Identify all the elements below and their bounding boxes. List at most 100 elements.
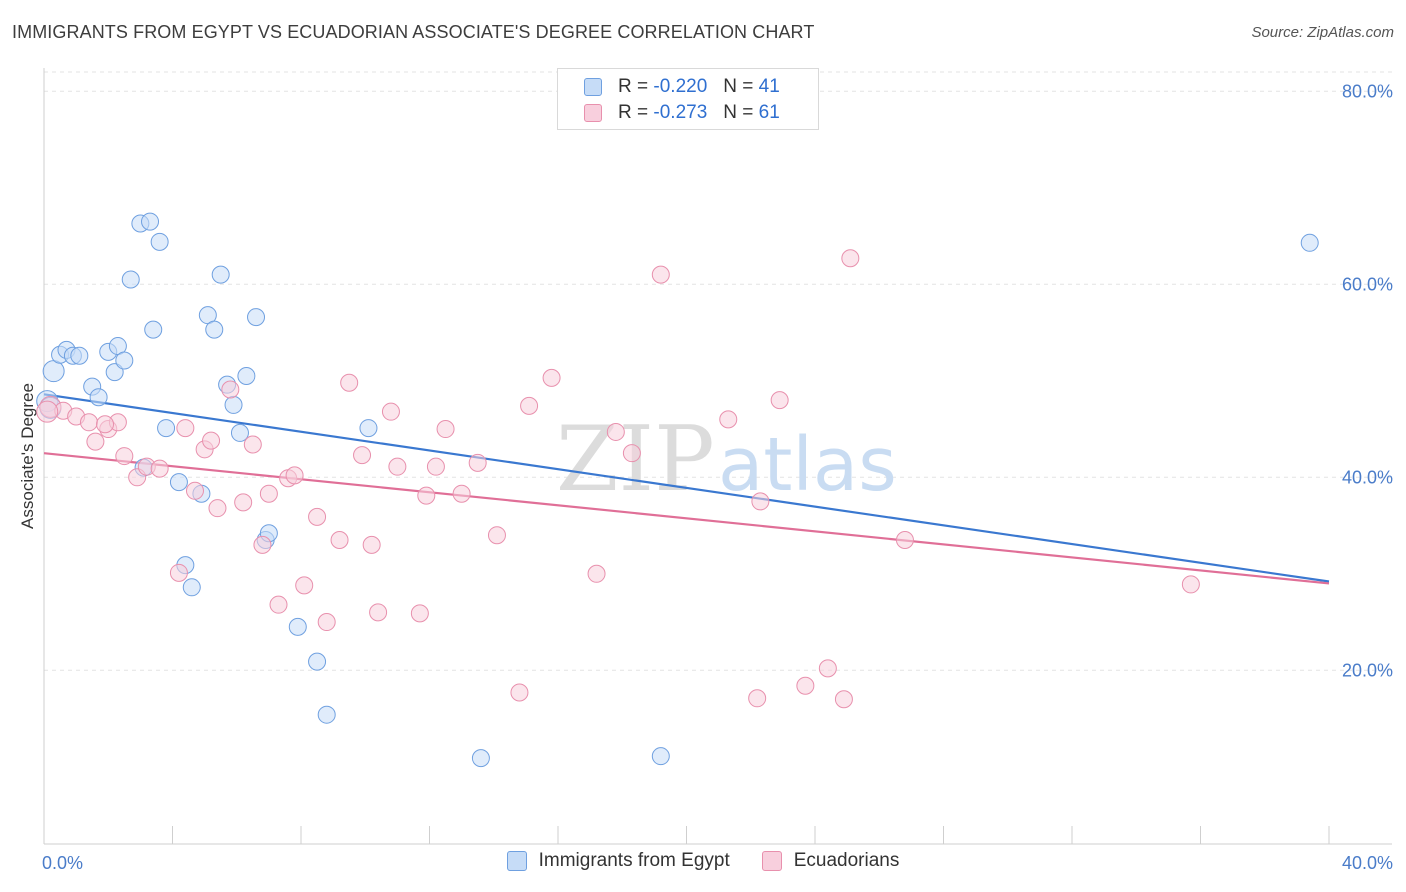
ecuadorian-point-19 <box>243 435 262 454</box>
ecuadorian-point-53 <box>796 676 815 695</box>
x-tick-label-max: 40.0% <box>1342 853 1393 873</box>
axes <box>43 68 1392 845</box>
ecuadorian-point-26 <box>308 507 327 526</box>
ecuadorian-point-27 <box>317 613 336 632</box>
egypt-point-28 <box>237 366 256 385</box>
legend-n-label: N = <box>723 76 754 97</box>
ecuadorian-point-60 <box>96 415 115 434</box>
ecuadorian-point-58 <box>1181 575 1200 594</box>
series-legend-egypt: Immigrants from Egypt <box>506 850 730 872</box>
egypt-point-4 <box>70 346 89 365</box>
y-tick-label-60: 60.0% <box>1342 274 1393 294</box>
ecuadorian-point-16 <box>208 499 227 518</box>
egypt-point-10 <box>115 351 134 370</box>
series-swatch-ecuadorians <box>761 851 782 871</box>
ecuadorian-point-40 <box>468 453 487 472</box>
series-name-egypt: Immigrants from Egypt <box>538 850 730 871</box>
egypt-point-17 <box>157 419 176 438</box>
ecuadorian-point-51 <box>770 391 789 410</box>
y-tick-label-80: 80.0% <box>1342 81 1393 101</box>
ecuadorian-point-52 <box>751 492 770 511</box>
source-credit: Source: ZipAtlas.com <box>1251 24 1394 41</box>
ecuadorian-point-31 <box>362 535 381 554</box>
series-legend-ecuadorians: Ecuadorians <box>761 850 900 872</box>
legend: R = -0.220 N = 41 R = -0.273 N = 61 <box>557 68 819 130</box>
legend-n-value: 61 <box>758 102 780 123</box>
ecuadorian-point-36 <box>417 486 436 505</box>
ecuadorian-point-43 <box>520 396 539 415</box>
ecuadorian-point-10 <box>150 459 169 478</box>
ecuadorian-point-30 <box>353 446 372 465</box>
legend-row-egypt: R = -0.220 N = 41 <box>584 75 780 99</box>
ecuadorian-point-33 <box>381 402 400 421</box>
egypt-point-38 <box>1300 233 1319 252</box>
egypt-point-36 <box>471 749 490 768</box>
egypt-point-37 <box>651 747 670 766</box>
ecuadorian-point-18 <box>234 493 253 512</box>
egypt-point-23 <box>205 320 224 339</box>
ecuadorian-point-55 <box>834 690 853 709</box>
ecuadorian-point-38 <box>436 420 455 439</box>
egypt-point-24 <box>211 265 230 284</box>
ecuadorian-point-45 <box>587 564 606 583</box>
ecuadorian-point-29 <box>340 373 359 392</box>
series-swatch-egypt <box>506 851 527 871</box>
series-name-ecuadorians: Ecuadorians <box>793 850 900 871</box>
ecuadorian-point-15 <box>202 431 221 450</box>
egypt-point-14 <box>144 320 163 339</box>
ecuadorian-point-28 <box>330 531 349 550</box>
egypt-point-13 <box>141 212 160 231</box>
trend-lines <box>43 393 1330 585</box>
legend-n-value: 41 <box>758 76 780 97</box>
legend-row-ecuadorians: R = -0.273 N = 61 <box>584 101 780 125</box>
ecuadorian-point-41 <box>487 526 506 545</box>
egypt-point-34 <box>308 652 327 671</box>
egypt-point-6 <box>89 388 108 407</box>
ecuadorian-point-25 <box>295 576 314 595</box>
x-tick-label-min: 0.0% <box>42 853 83 873</box>
ecuadorian-point-39 <box>452 484 471 503</box>
legend-r-label: R = <box>618 102 649 123</box>
ecuadorian-point-35 <box>410 604 429 623</box>
ecuadorian-point-20 <box>253 535 272 554</box>
egypt-point-32 <box>288 617 307 636</box>
ecuadorian-point-57 <box>895 531 914 550</box>
series-legend: Immigrants from Egypt Ecuadorians <box>0 850 1406 872</box>
egypt-point-18 <box>169 473 188 492</box>
data-points <box>36 212 1319 768</box>
ecuadorian-point-24 <box>285 466 304 485</box>
egypt-point-15 <box>150 232 169 251</box>
ecuadorian-point-3 <box>79 413 98 432</box>
ecuadorian-point-17 <box>221 380 240 399</box>
ecuadorian-point-37 <box>426 457 445 476</box>
trend-line-1 <box>43 452 1330 585</box>
egypt-point-11 <box>121 270 140 289</box>
ecuadorian-point-48 <box>651 265 670 284</box>
egypt-point-0 <box>42 360 65 383</box>
trend-line-0 <box>43 393 1330 583</box>
ecuadorian-point-47 <box>622 444 641 463</box>
ecuadorian-point-59 <box>36 400 59 423</box>
legend-r-label: R = <box>618 76 649 97</box>
chart-title: IMMIGRANTS FROM EGYPT VS ECUADORIAN ASSO… <box>12 22 815 42</box>
legend-r-value: -0.220 <box>653 76 708 97</box>
legend-r-value: -0.273 <box>653 102 708 123</box>
ecuadorian-point-11 <box>169 563 188 582</box>
ecuadorian-point-54 <box>818 659 837 678</box>
egypt-point-33 <box>317 705 336 724</box>
ecuadorian-point-13 <box>185 481 204 500</box>
ecuadorian-point-50 <box>748 689 767 708</box>
ecuadorian-point-42 <box>510 683 529 702</box>
ecuadorian-point-32 <box>369 603 388 622</box>
legend-swatch-egypt <box>584 78 602 96</box>
egypt-point-8 <box>105 363 124 382</box>
ecuadorian-point-22 <box>269 595 288 614</box>
y-tick-label-20: 20.0% <box>1342 660 1393 680</box>
egypt-point-29 <box>247 308 266 327</box>
ecuadorian-point-56 <box>841 249 860 268</box>
x-tick-labels: 0.0% 40.0% <box>42 853 1393 873</box>
ecuadorian-point-46 <box>606 422 625 441</box>
ecuadorian-point-7 <box>115 447 134 466</box>
ecuadorian-point-44 <box>542 368 561 387</box>
